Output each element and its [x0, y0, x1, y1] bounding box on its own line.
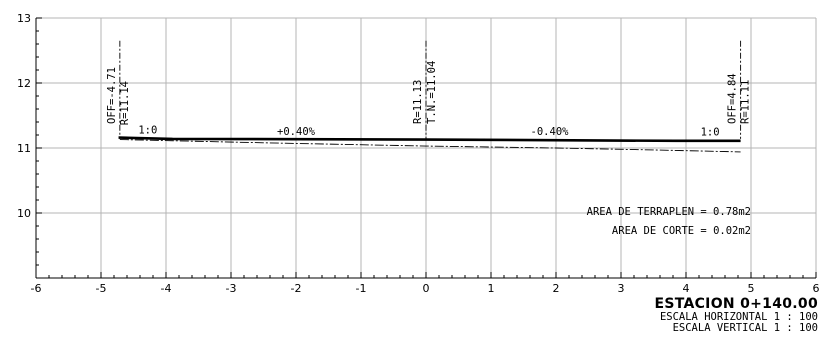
x-tick-label: -3 [226, 282, 237, 295]
title-block: ESTACION 0+140.00 ESCALA HORIZONTAL 1 : … [654, 296, 818, 334]
x-tick-label: 6 [813, 282, 820, 295]
y-tick-label: 11 [17, 142, 31, 155]
y-tick-label: 12 [17, 77, 31, 90]
left-side-slope-label: 1:0 [138, 125, 157, 137]
center-elevation-label: R=11.13 [412, 80, 424, 124]
x-tick-label: 3 [618, 282, 625, 295]
center-terrain-label: T.N.=11.04 [426, 61, 438, 124]
right-elevation-label: R=11.11 [740, 80, 752, 124]
profiles [118, 136, 741, 153]
x-tick-label: -5 [96, 282, 107, 295]
left-cross-slope-label: +0.40% [277, 126, 316, 138]
left-elevation-label: R=11.14 [119, 81, 131, 125]
x-tick-label: 4 [683, 282, 690, 295]
cut-area-label: AREA DE CORTE = 0.02m2 [612, 225, 751, 237]
horizontal-scale: ESCALA HORIZONTAL 1 : 100 [659, 311, 818, 323]
annotations: OFF=-4.71 R=11.14 R=11.13 T.N.=11.04 OFF=4.8… [106, 40, 752, 237]
x-tick-label: 0 [423, 282, 430, 295]
right-cross-slope-label: -0.40% [531, 126, 570, 138]
terrain-profile-line [119, 139, 741, 153]
x-tick-label: -4 [161, 282, 172, 295]
vertical-scale: ESCALA VERTICAL 1 : 100 [672, 322, 818, 334]
left-offset-label: OFF=-4.71 [106, 67, 118, 124]
x-tick-label: 1 [488, 282, 495, 295]
x-tick-label: 5 [748, 282, 755, 295]
x-tick-label: -2 [291, 282, 302, 295]
y-tick-label: 13 [17, 12, 31, 25]
fill-area-label: AREA DE TERRAPLEN = 0.78m2 [587, 206, 751, 218]
right-offset-label: OFF=4.84 [727, 73, 739, 124]
right-side-slope-label: 1:0 [701, 127, 720, 139]
x-tick-label: -1 [356, 282, 367, 295]
y-tick-label: 10 [17, 207, 31, 220]
design-section-line [118, 136, 741, 143]
station-title: ESTACION 0+140.00 [654, 296, 818, 312]
x-tick-label: 2 [553, 282, 560, 295]
x-tick-label: -6 [31, 282, 42, 295]
